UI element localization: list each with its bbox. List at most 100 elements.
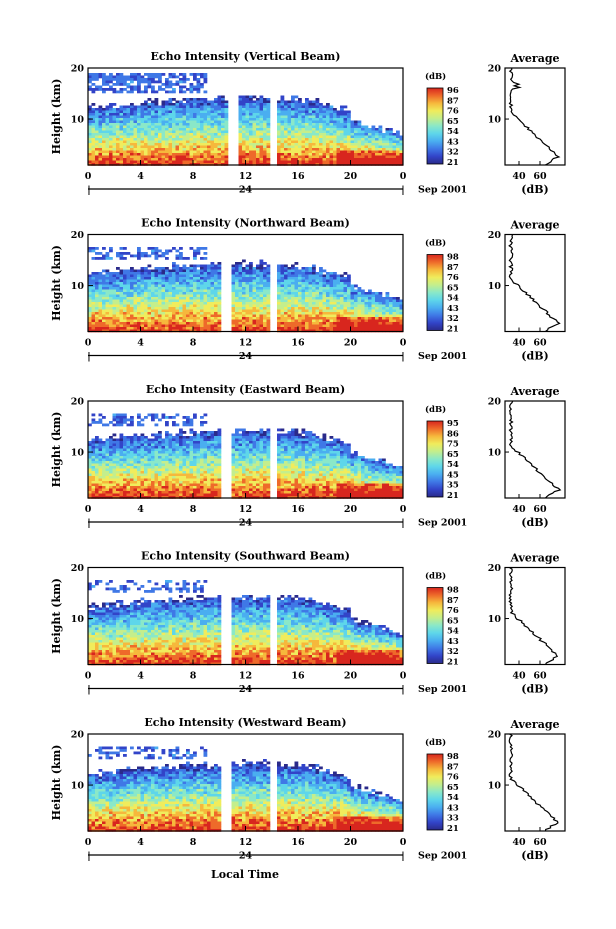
heatmap-cell <box>319 274 323 278</box>
heatmap-cell <box>193 138 197 141</box>
heatmap-cell <box>284 312 288 315</box>
heatmap-cell <box>109 143 113 146</box>
heatmap-cell <box>266 118 271 121</box>
heatmap-cell <box>144 110 148 114</box>
heatmap-cell <box>207 155 211 159</box>
heatmap-cell <box>350 145 355 149</box>
heatmap-cell <box>175 322 180 325</box>
heatmap-cell <box>294 128 299 131</box>
heatmap-cell <box>378 294 383 298</box>
heatmap-cell <box>154 98 159 101</box>
heatmap-cell <box>147 483 152 487</box>
heatmap-cell <box>123 135 127 139</box>
heatmap-cell <box>105 476 110 479</box>
heatmap-cell <box>245 98 250 101</box>
heatmap-cell <box>315 317 320 320</box>
heatmap-cell <box>312 264 316 268</box>
heatmap-cell <box>151 324 155 328</box>
heatmap-cell <box>126 128 131 131</box>
heatmap-cell <box>322 329 327 333</box>
heatmap-cell <box>151 307 155 310</box>
heatmap-cell <box>144 468 148 472</box>
heatmap-cell <box>151 272 155 275</box>
heatmap-cell <box>231 267 236 270</box>
heatmap-cell <box>301 302 306 305</box>
heatmap-cell <box>294 160 299 164</box>
heatmap-cell <box>294 153 299 156</box>
heatmap-cell <box>109 80 113 84</box>
heatmap-cell <box>308 309 313 313</box>
heatmap-cell <box>210 153 215 156</box>
heatmap-cell <box>284 307 288 310</box>
heatmap-cell <box>308 108 313 111</box>
heatmap-cell <box>179 148 183 151</box>
heatmap-cell <box>298 317 302 320</box>
heatmap-cell <box>361 160 365 164</box>
heatmap-cell <box>301 297 306 300</box>
heatmap-cell <box>322 307 327 310</box>
heatmap-cell <box>207 292 211 295</box>
heatmap-cell <box>336 155 341 159</box>
heatmap-cell <box>168 304 173 308</box>
heatmap-cell <box>291 133 295 136</box>
heatmap-cell <box>266 299 271 303</box>
heatmap-cell <box>130 160 134 164</box>
heatmap-cell <box>259 143 264 146</box>
heatmap-cell <box>172 160 176 164</box>
heatmap-cell <box>375 148 379 151</box>
heatmap-cell <box>137 90 141 94</box>
heatmap-cell <box>343 302 348 305</box>
heatmap-cell <box>105 158 110 161</box>
heatmap-cell <box>112 307 117 310</box>
heatmap-cell <box>259 150 264 154</box>
heatmap-cell <box>217 262 222 265</box>
heatmap-cell <box>396 138 400 141</box>
heatmap-cell <box>315 297 320 300</box>
heatmap-cell <box>179 115 183 119</box>
heatmap-cell <box>154 113 159 116</box>
heatmap-cell <box>284 284 288 288</box>
heatmap-cell <box>175 319 180 323</box>
heatmap-cell <box>340 304 344 308</box>
heatmap-cell <box>298 277 302 280</box>
heatmap-cell <box>179 110 183 114</box>
heatmap-cell <box>186 150 190 154</box>
heatmap-cell <box>326 324 330 328</box>
heatmap-cell <box>301 267 306 270</box>
heatmap-cell <box>175 277 180 280</box>
heatmap-cell <box>210 267 215 270</box>
heatmap-cell <box>119 476 124 479</box>
x-tick-label: 0 <box>400 171 407 182</box>
heatmap-cell <box>371 150 376 154</box>
heatmap-cell <box>172 163 176 166</box>
heatmap-cell <box>287 267 292 270</box>
heatmap-cell <box>329 125 334 129</box>
heatmap-cell <box>298 272 302 275</box>
heatmap-cell <box>399 302 404 305</box>
heatmap-cell <box>109 329 113 333</box>
heatmap-cell <box>105 160 110 164</box>
heatmap-cell <box>242 287 246 290</box>
heatmap-cell <box>235 312 239 315</box>
heatmap-cell <box>340 158 344 161</box>
heatmap-cell <box>238 297 243 300</box>
heatmap-cell <box>168 277 173 280</box>
heatmap-cell <box>308 294 313 298</box>
heatmap-cell <box>144 292 148 295</box>
heatmap-cell <box>130 163 134 166</box>
heatmap-cell <box>91 272 96 275</box>
heatmap-cell <box>389 135 393 139</box>
heatmap-cell <box>256 279 260 283</box>
heatmap-cell <box>112 463 117 467</box>
heatmap-cell <box>175 289 180 293</box>
heatmap-cell <box>277 153 281 156</box>
heatmap-cell <box>203 292 208 295</box>
heatmap-cell <box>179 160 183 164</box>
heatmap-cell <box>158 294 162 298</box>
heatmap-cell <box>165 287 169 290</box>
heatmap-cell <box>361 309 365 313</box>
heatmap-cell <box>186 302 190 305</box>
heatmap-cell <box>329 138 334 141</box>
heatmap-cell <box>133 279 138 283</box>
heatmap-cell <box>203 267 208 270</box>
